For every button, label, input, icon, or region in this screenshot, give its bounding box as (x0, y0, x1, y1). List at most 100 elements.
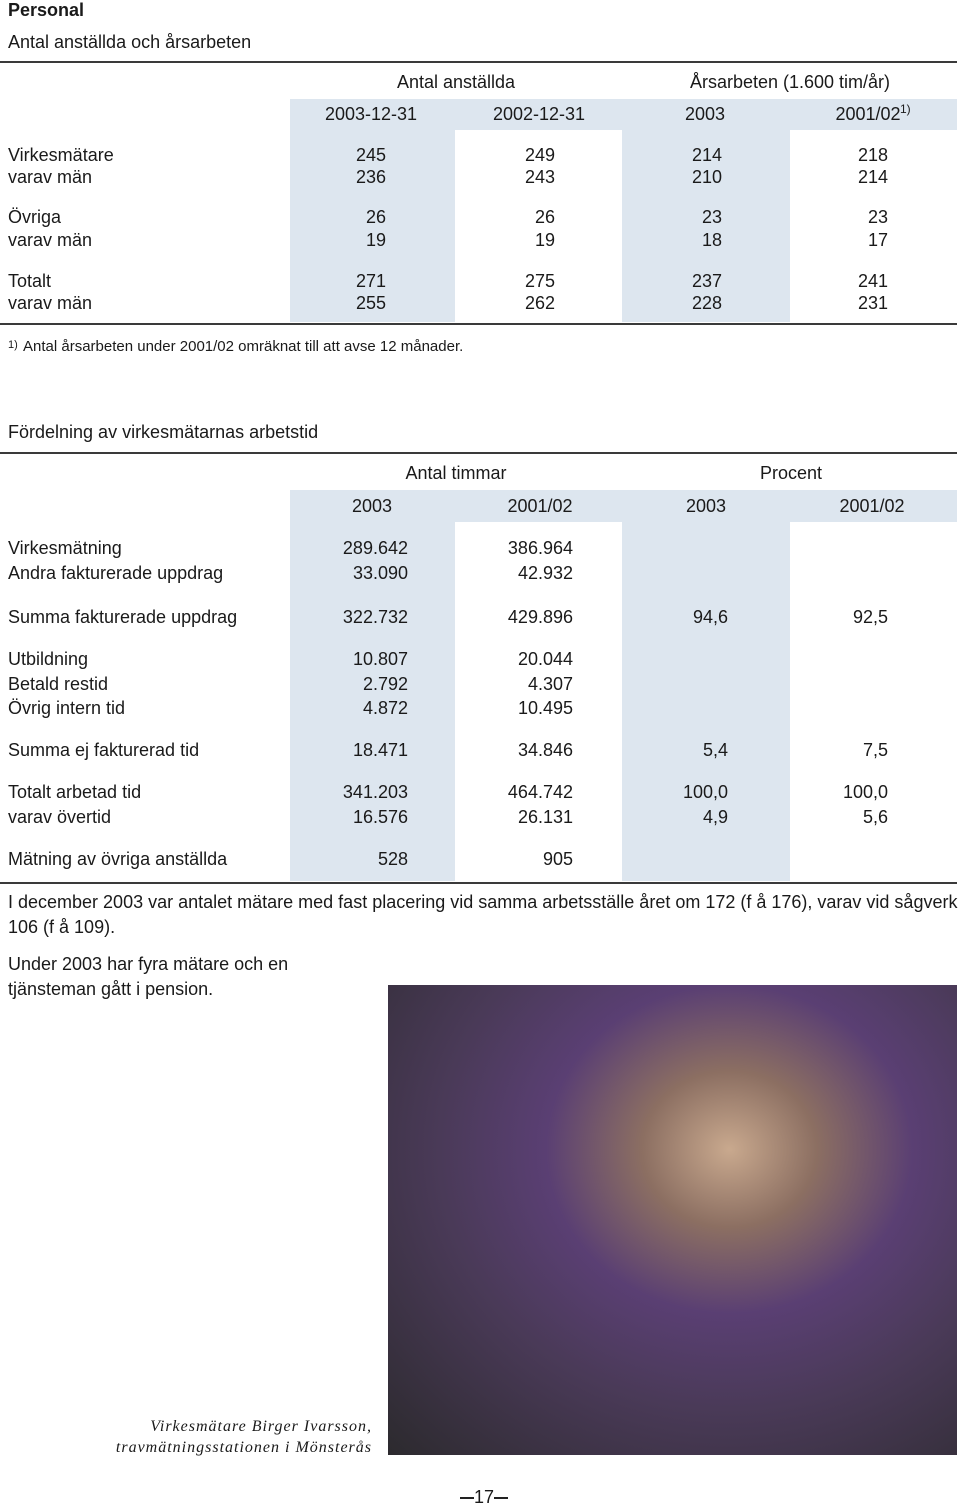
row-label: Virkesmätare (8, 145, 114, 165)
row-label: varav män (8, 230, 93, 250)
cell: 20.044 (517, 649, 573, 669)
page-dash (494, 1497, 508, 1499)
cell: 231 (857, 293, 888, 313)
cell: 26 (534, 207, 555, 227)
cell: 228 (691, 293, 722, 313)
cell: 17 (867, 230, 888, 250)
row-label: Mätning av övriga anställda (8, 849, 228, 869)
cell: 255 (355, 293, 386, 313)
cell: 341.203 (342, 782, 408, 802)
rule (0, 882, 957, 884)
cell: 386.964 (507, 538, 573, 558)
cell: 528 (377, 849, 408, 869)
page-number: 17 (473, 1487, 495, 1507)
cell: 322.732 (342, 607, 408, 627)
cell: 905 (542, 849, 573, 869)
cell: 289.642 (342, 538, 408, 558)
cell: 210 (691, 167, 722, 187)
column-band (622, 522, 790, 881)
group-header: Antal anställda (396, 72, 516, 92)
cell: 19 (534, 230, 555, 250)
cell: 10.495 (517, 698, 573, 718)
cell: 245 (355, 145, 386, 165)
row-label: Totalt (8, 271, 52, 291)
cell: 2.792 (362, 674, 408, 694)
cell: 218 (857, 145, 888, 165)
rule (0, 323, 957, 325)
cell: 7,5 (862, 740, 888, 760)
cell: 214 (857, 167, 888, 187)
column-header: 2003 (684, 104, 726, 124)
cell: 10.807 (352, 649, 408, 669)
column-band (290, 522, 455, 881)
cell: 214 (691, 145, 722, 165)
paragraph: Under 2003 har fyra mätare och en tjänst… (8, 954, 289, 999)
page-dash (460, 1497, 474, 1499)
row-label: Virkesmätning (8, 538, 122, 558)
cell: 5,4 (702, 740, 728, 760)
cell: 18.471 (352, 740, 408, 760)
column-header: 2003 (351, 496, 393, 516)
cell: 23 (701, 207, 722, 227)
cell: 94,6 (692, 607, 728, 627)
group-header: Antal timmar (405, 463, 507, 483)
cell: 23 (867, 207, 888, 227)
row-label: Betald restid (8, 674, 109, 694)
cell: 33.090 (352, 563, 408, 583)
column-header: 2002-12-31 (492, 104, 586, 124)
cell: 249 (524, 145, 555, 165)
group-header: Årsarbeten (1.600 tim/år) (689, 72, 891, 92)
cell: 464.742 (507, 782, 573, 802)
column-note: 1) (900, 102, 911, 116)
cell: 16.576 (352, 807, 408, 827)
row-label: Summa fakturerade uppdrag (8, 607, 238, 627)
row-label: Övrig intern tid (8, 698, 126, 718)
rule (0, 452, 957, 454)
cell: 241 (857, 271, 888, 291)
row-label: Totalt arbetad tid (8, 782, 142, 802)
rule (0, 61, 957, 63)
cell: 243 (524, 167, 555, 187)
cell: 18 (701, 230, 722, 250)
section-title: Fördelning av virkesmätarnas arbetstid (8, 422, 319, 442)
cell: 236 (355, 167, 386, 187)
footnote: Antal årsarbeten under 2001/02 omräknat … (23, 338, 464, 355)
cell: 34.846 (517, 740, 573, 760)
cell: 26 (365, 207, 386, 227)
photo-caption: Virkesmätare Birger Ivarsson, (150, 1418, 372, 1435)
row-label: Utbildning (8, 649, 89, 669)
paragraph: I december 2003 var antalet mätare med f… (8, 892, 958, 937)
cell: 275 (524, 271, 555, 291)
cell: 237 (691, 271, 722, 291)
row-label: varav män (8, 293, 93, 313)
header-band (290, 490, 957, 522)
cell: 100,0 (682, 782, 728, 802)
header-band (290, 99, 957, 130)
column-header: 2001/02 (839, 496, 905, 516)
cell: 271 (355, 271, 386, 291)
cell: 26.131 (517, 807, 573, 827)
row-label: Andra fakturerade uppdrag (8, 563, 224, 583)
footnote-mark: 1) (8, 339, 18, 351)
cell: 4,9 (702, 807, 728, 827)
photo-caption: travmätningsstationen i Mönsterås (115, 1439, 372, 1456)
cell: 92,5 (852, 607, 888, 627)
page-title: Personal (8, 0, 85, 20)
row-label: varav män (8, 167, 93, 187)
cell: 262 (524, 293, 555, 313)
cell: 4.872 (362, 698, 408, 718)
cell: 100,0 (842, 782, 888, 802)
column-header: 2003 (685, 496, 727, 516)
cell: 4.307 (527, 674, 573, 694)
cell: 19 (365, 230, 386, 250)
cell: 42.932 (517, 563, 573, 583)
column-header: 2001/02 (507, 496, 573, 516)
row-label: varav övertid (8, 807, 112, 827)
cell: 5,6 (862, 807, 888, 827)
cell: 429.896 (507, 607, 573, 627)
column-header: 2003-12-31 (324, 104, 418, 124)
row-label: Summa ej fakturerad tid (8, 740, 200, 760)
section-title: Antal anställda och årsarbeten (8, 32, 252, 52)
photo (388, 985, 957, 1455)
